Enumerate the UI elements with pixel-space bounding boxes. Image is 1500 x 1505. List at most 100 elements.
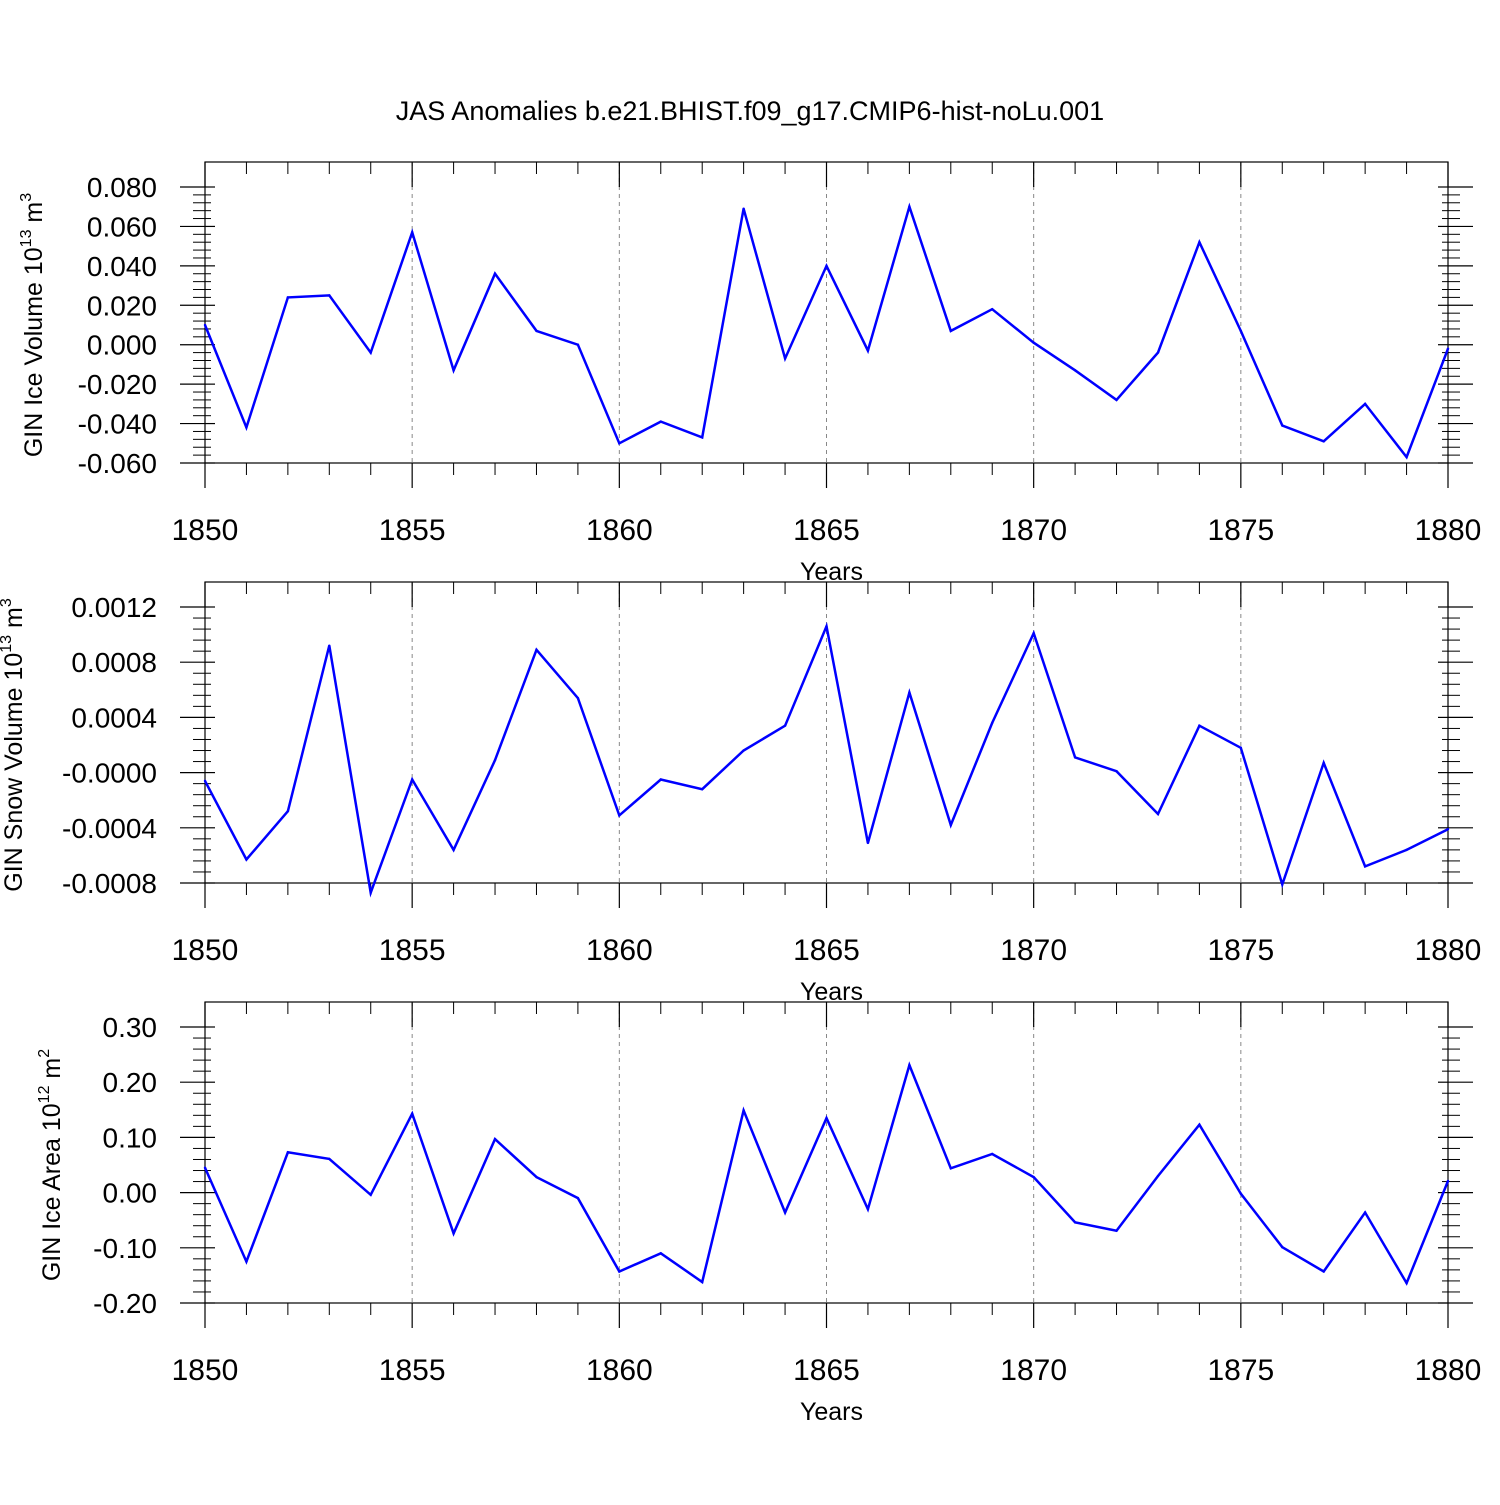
data-point [1363, 1211, 1367, 1214]
data-point [991, 721, 994, 725]
x-tick-label: 1850 [172, 934, 239, 967]
chart-panel-3: 0.30 0.20 0.10 0.00 -0.10 -0.20 1850 1855 1860 18… [36, 1001, 1482, 1426]
x-tick-label: 1860 [586, 934, 653, 967]
data-point [576, 696, 580, 700]
y-axis-label-unit-exponent: 2 [36, 1049, 53, 1058]
y-tick-label: 0.060 [87, 211, 157, 242]
data-point [825, 1116, 828, 1120]
data-point [245, 1260, 248, 1263]
data-point [1239, 329, 1243, 333]
y-tick-label: 0.000 [87, 330, 157, 361]
data-point [1363, 402, 1367, 406]
data-point [991, 1152, 994, 1156]
y-axis-label-unit: m [0, 607, 28, 635]
y-axis-label-unit: m [20, 202, 48, 230]
data-point [1322, 1270, 1325, 1273]
y-axis-label-unit-exponent: 3 [18, 193, 35, 202]
data-point [1032, 341, 1035, 344]
data-point [1115, 770, 1118, 773]
y-axis-label-unit-exponent: 3 [0, 598, 15, 607]
data-point [1405, 1281, 1408, 1285]
data-point [328, 644, 331, 647]
data-point [328, 294, 331, 297]
data-point [742, 207, 745, 210]
data-point [701, 787, 704, 791]
data-point [908, 205, 911, 208]
data-point [1446, 1179, 1450, 1183]
data-point [825, 264, 828, 268]
data-point [783, 1211, 787, 1214]
y-tick-label: 0.080 [87, 172, 157, 203]
x-tick-label: 1880 [1415, 1354, 1482, 1387]
data-point [1073, 756, 1077, 759]
data-point [618, 442, 621, 445]
data-point [659, 420, 662, 423]
y-tick-label: -0.20 [93, 1288, 157, 1319]
x-tick-label: 1870 [1000, 514, 1067, 547]
x-tick-label: 1865 [793, 1354, 860, 1387]
data-point [701, 1280, 704, 1284]
y-tick-label: 0.0012 [71, 592, 157, 623]
y-tick-label: -0.060 [78, 448, 157, 479]
y-tick-label: 0.30 [103, 1012, 158, 1043]
data-point [1198, 724, 1201, 727]
data-point [328, 1157, 331, 1161]
data-point [1073, 1221, 1077, 1224]
y-tick-label: 0.020 [87, 290, 157, 321]
y-axis-label-exponent: 13 [18, 229, 35, 247]
y-tick-label: -0.0004 [62, 813, 157, 844]
data-point [410, 1112, 414, 1115]
data-point [493, 1137, 497, 1141]
x-tick-label: 1855 [379, 934, 446, 967]
data-point [1073, 369, 1077, 372]
data-point [286, 810, 290, 813]
data-point [245, 426, 248, 429]
data-point [369, 891, 372, 894]
data-point [535, 648, 538, 651]
x-tick-label: 1880 [1415, 514, 1482, 547]
x-tick-label: 1850 [172, 1354, 239, 1387]
data-point [203, 323, 207, 327]
x-axis-label: Years [800, 1398, 863, 1426]
data-point [783, 357, 787, 360]
data-point [286, 296, 290, 299]
x-tick-label: 1875 [1207, 934, 1274, 967]
x-tick-label: 1855 [379, 514, 446, 547]
x-tick-label: 1870 [1000, 1354, 1067, 1387]
chart-panel-1: 0.080 0.060 0.040 0.020 0.000 -0.020 -0.040 -0.… [18, 161, 1482, 586]
data-point [493, 272, 497, 275]
x-tick-label: 1860 [586, 1354, 653, 1387]
data-point [866, 349, 870, 352]
data-point [949, 1167, 952, 1170]
y-tick-label: 0.0004 [71, 702, 157, 733]
plot-frame [204, 161, 1449, 464]
y-tick-label: -0.10 [93, 1233, 157, 1264]
data-point [908, 691, 911, 694]
data-point [1363, 865, 1367, 868]
data-point [245, 858, 248, 861]
x-tick-label: 1860 [586, 514, 653, 547]
data-point [1198, 241, 1201, 244]
data-point [1322, 761, 1325, 765]
data-point [1405, 455, 1408, 459]
data-point [1156, 351, 1160, 354]
y-tick-label: 0.040 [87, 251, 157, 282]
y-tick-label: 0.00 [103, 1178, 158, 1209]
data-point [742, 1109, 745, 1112]
data-point [1322, 440, 1325, 443]
y-tick-label: -0.040 [78, 409, 157, 440]
x-tick-label: 1850 [172, 514, 239, 547]
y-axis-label: GIN Snow Volume 1013 m3 [0, 598, 28, 892]
data-point [535, 1175, 538, 1179]
data-point [203, 779, 207, 783]
x-axis-label: Years [800, 978, 863, 1006]
data-point [1239, 1192, 1243, 1195]
y-axis-label-text: GIN Snow Volume 10 [0, 653, 28, 892]
x-tick-label: 1855 [379, 1354, 446, 1387]
data-point [1156, 1174, 1160, 1178]
figure-title: JAS Anomalies b.e21.BHIST.f09_g17.CMIP6-… [395, 96, 1105, 126]
data-point [991, 308, 994, 311]
x-tick-label: 1870 [1000, 934, 1067, 967]
